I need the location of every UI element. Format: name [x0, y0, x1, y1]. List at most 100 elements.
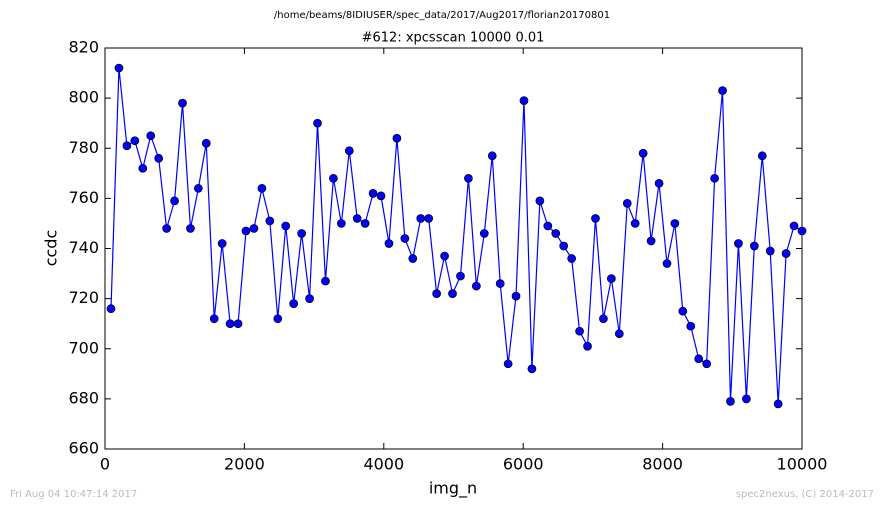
data-point	[718, 86, 727, 95]
x-axis-label: img_n	[429, 479, 477, 499]
x-tick-label: 0	[100, 455, 110, 474]
data-point	[765, 246, 775, 256]
data-point	[773, 399, 783, 409]
data-point	[678, 306, 688, 316]
data-point	[559, 241, 569, 251]
data-point	[734, 239, 743, 248]
x-tick-label: 2000	[224, 455, 265, 474]
data-point	[646, 236, 656, 246]
data-point	[138, 163, 148, 173]
data-point	[622, 199, 632, 208]
data-point	[614, 329, 624, 339]
x-tick-label: 10000	[777, 455, 828, 474]
data-point	[122, 141, 132, 151]
data-point	[694, 354, 704, 364]
data-point	[686, 321, 696, 331]
data-point	[416, 214, 426, 223]
data-point	[209, 314, 219, 324]
data-point	[487, 151, 497, 161]
data-point	[607, 274, 616, 283]
data-point	[392, 133, 402, 143]
data-point	[543, 221, 553, 231]
data-point	[424, 214, 434, 223]
data-point	[591, 214, 600, 223]
data-point	[265, 216, 275, 226]
data-point	[170, 196, 179, 206]
data-point	[344, 146, 354, 156]
data-point	[638, 148, 648, 158]
data-point	[495, 279, 505, 288]
data-point	[511, 291, 521, 301]
data-point	[154, 153, 164, 163]
data-point	[193, 184, 203, 193]
data-point	[249, 224, 259, 233]
data-point	[797, 226, 807, 236]
x-tick-label: 8000	[642, 455, 683, 474]
data-point	[662, 259, 672, 268]
data-point	[789, 221, 799, 231]
data-point	[368, 189, 378, 198]
y-tick-label: 740	[68, 238, 99, 257]
data-point	[503, 359, 513, 369]
data-point	[305, 294, 314, 303]
data-point	[297, 229, 306, 238]
data-point	[749, 241, 759, 251]
data-point	[757, 151, 767, 161]
data-point	[273, 314, 283, 324]
y-tick-label: 700	[68, 338, 99, 357]
data-point	[178, 98, 187, 108]
x-tick-label: 4000	[363, 455, 404, 474]
y-tick-label: 680	[68, 388, 99, 407]
data-point	[201, 138, 211, 148]
data-point	[162, 224, 171, 233]
y-tick-label: 660	[68, 439, 99, 458]
data-point	[289, 299, 299, 308]
data-point	[781, 249, 791, 258]
data-point	[670, 219, 680, 228]
data-point	[464, 173, 473, 183]
footer-left: Fri Aug 04 10:47:14 2017	[10, 489, 137, 500]
footer-right: spec2nexus, (C) 2014-2017	[736, 489, 874, 500]
data-point	[456, 271, 465, 281]
data-point	[376, 191, 386, 201]
data-point	[146, 131, 156, 141]
data-point	[710, 173, 719, 183]
data-point	[583, 341, 592, 351]
data-point	[257, 184, 267, 193]
data-point	[217, 239, 227, 248]
data-point	[742, 394, 751, 404]
data-point	[654, 178, 664, 188]
data-point	[233, 319, 243, 329]
data-point	[130, 136, 140, 146]
data-point	[400, 234, 410, 243]
suptitle: /home/beams/8IDIUSER/spec_data/2017/Aug2…	[274, 10, 610, 21]
data-point	[551, 229, 561, 238]
data-point	[225, 319, 235, 329]
x-tick-label: 6000	[503, 455, 544, 474]
data-point	[472, 281, 481, 291]
data-point	[106, 304, 116, 313]
data-point	[599, 314, 608, 324]
data-point	[384, 239, 394, 248]
data-point	[535, 196, 545, 206]
data-point	[321, 276, 330, 286]
data-point	[575, 326, 584, 336]
data-point	[114, 63, 124, 73]
data-point	[527, 364, 537, 374]
data-point	[337, 219, 346, 228]
data-point	[479, 229, 489, 238]
data-point	[329, 173, 338, 183]
data-point	[702, 359, 712, 369]
y-tick-label: 800	[68, 88, 99, 107]
y-tick-label: 780	[68, 138, 99, 157]
data-point	[352, 214, 362, 223]
data-point	[440, 251, 449, 261]
y-tick-label: 720	[68, 288, 99, 307]
data-point	[313, 118, 322, 128]
data-point	[448, 289, 457, 298]
y-tick-label: 760	[68, 188, 99, 207]
data-point	[519, 96, 529, 105]
data-point	[432, 289, 441, 298]
y-axis-label: ccdc	[42, 230, 61, 267]
